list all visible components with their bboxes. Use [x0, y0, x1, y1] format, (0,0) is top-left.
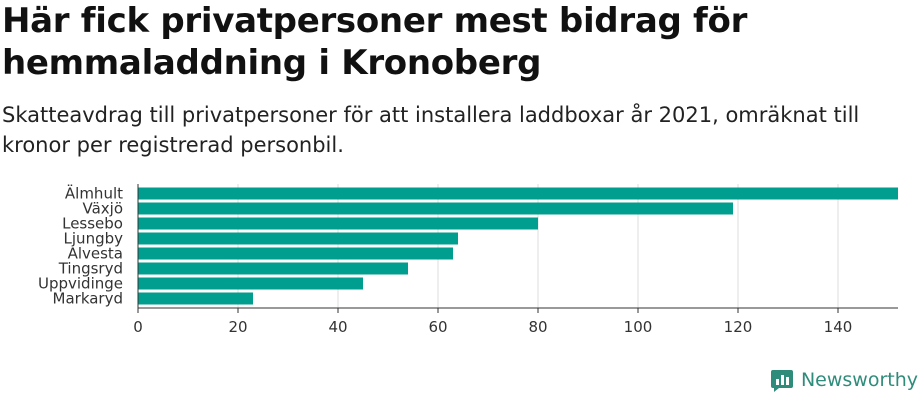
category-label: Ljungby — [64, 230, 124, 248]
x-tick-label: 0 — [133, 318, 143, 336]
brand-name: Newsworthy — [800, 369, 918, 391]
newsworthy-logo-icon — [770, 370, 793, 392]
bar — [138, 232, 458, 245]
x-tick-label: 120 — [724, 318, 753, 336]
x-tick-label: 100 — [624, 318, 653, 336]
category-label: Lessebo — [62, 215, 123, 233]
x-axis: 0 20 40 60 80 100 120 140 — [133, 184, 898, 336]
category-label: Uppvidinge — [38, 275, 123, 293]
bar — [138, 262, 408, 275]
x-tick-label: 20 — [228, 318, 247, 336]
x-tick-label: 60 — [428, 318, 447, 336]
bars — [138, 187, 898, 305]
chart-subtitle: Skatteavdrag till privatpersoner för att… — [2, 103, 860, 157]
category-label: Växjö — [82, 200, 123, 218]
brand-logo: Newsworthy — [769, 366, 918, 394]
x-tick-label: 80 — [528, 318, 547, 336]
bar-chart: 0 20 40 60 80 100 120 140 ÄlmhultVäxjöLesseboLj… — [38, 184, 898, 336]
category-label: Markaryd — [53, 290, 123, 308]
bar — [138, 202, 733, 215]
bar — [138, 292, 253, 305]
bar — [138, 277, 363, 290]
category-label: Alvesta — [68, 245, 123, 263]
x-tick-label: 140 — [824, 318, 853, 336]
bar — [138, 247, 453, 260]
category-label: Tingsryd — [58, 260, 123, 278]
category-label: Älmhult — [65, 184, 123, 203]
bar — [138, 217, 538, 230]
chart-title: Här fick privatpersoner mest bidrag för … — [2, 1, 748, 83]
x-tick-label: 40 — [328, 318, 347, 336]
bar — [138, 187, 898, 200]
category-labels: ÄlmhultVäxjöLesseboLjungbyAlvestaTingsry… — [38, 184, 123, 308]
